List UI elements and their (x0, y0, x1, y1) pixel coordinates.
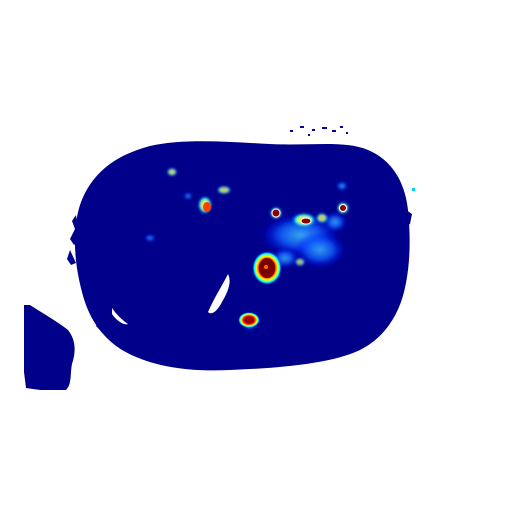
body-gap-1 (208, 274, 230, 314)
hotspot-ring-3 (300, 217, 312, 225)
diffuse-activity (144, 168, 348, 330)
hotspot-small-lower (238, 312, 260, 328)
body-cross-section (74, 141, 410, 371)
hotspot-ring-1 (271, 208, 281, 218)
hotspot-ring-2 (339, 204, 347, 212)
red-yellow-hotspot (252, 251, 282, 285)
noise-dots (290, 126, 415, 191)
hotspot-small-left (203, 202, 211, 212)
arm-fragment (24, 305, 75, 390)
body-gap-2 (112, 308, 128, 325)
